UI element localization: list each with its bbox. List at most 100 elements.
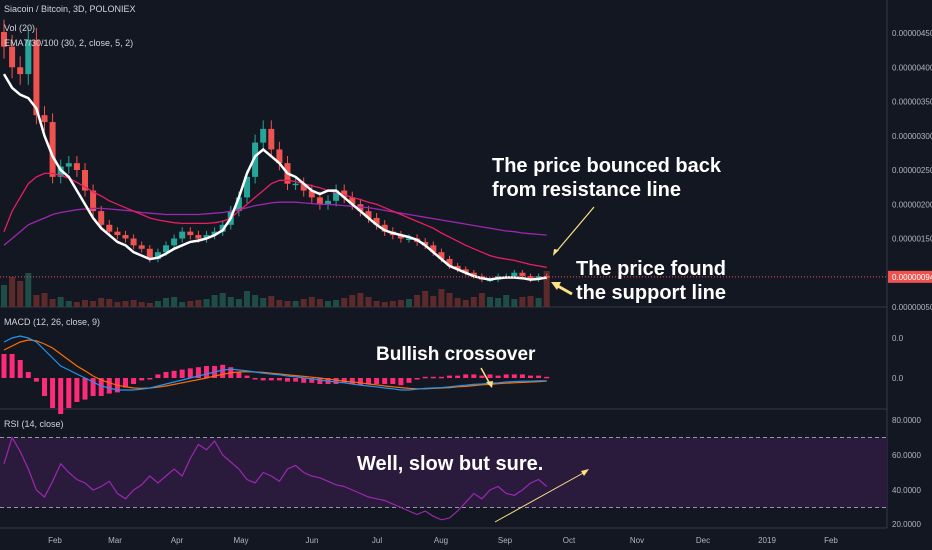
- macd-histogram-bar: [131, 378, 137, 384]
- volume-bar: [171, 297, 178, 307]
- price-tick-label: 0.00000400: [892, 63, 932, 72]
- macd-histogram-bar: [471, 374, 477, 378]
- macd-histogram-bar: [252, 378, 258, 380]
- volume-bar: [381, 302, 388, 307]
- candle-body: [527, 276, 534, 280]
- macd-histogram-bar: [50, 378, 56, 408]
- rsi-trend-arrowhead: [581, 469, 589, 476]
- macd-histogram-bar: [374, 378, 380, 384]
- candle-body: [122, 235, 129, 239]
- macd-histogram-bar: [25, 372, 31, 378]
- volume-bar: [438, 289, 445, 307]
- candle-body: [470, 272, 477, 277]
- annotation-crossover: Bullish crossover: [376, 344, 536, 365]
- candle-body: [106, 224, 113, 232]
- macd-histogram-bar: [244, 375, 250, 378]
- rsi-tick-label: 60.0000: [892, 451, 921, 460]
- macd-histogram-bar: [268, 378, 274, 381]
- macd-histogram-bar: [455, 375, 461, 378]
- volume-bar: [138, 302, 145, 307]
- volume-bar: [82, 300, 88, 307]
- candle-body: [308, 190, 315, 198]
- annotation-resistance-2: from resistance line: [492, 179, 681, 201]
- annotation-slow: Well, slow but sure.: [357, 453, 543, 475]
- macd-histogram-bar: [163, 372, 169, 378]
- time-tick-label: 2019: [758, 536, 776, 545]
- volume-bar: [389, 301, 396, 307]
- candle-body: [49, 122, 56, 177]
- last-price-label: 0.00000094: [892, 273, 932, 282]
- ema-slow-line: [3, 201, 547, 246]
- volume-bar: [187, 301, 194, 307]
- candle-body: [33, 39, 40, 116]
- volume-bar: [203, 299, 210, 307]
- rsi-tick-label: 20.0000: [892, 520, 921, 529]
- candle-body: [373, 217, 380, 225]
- annotation-resistance-1: The price bounced back: [492, 155, 722, 177]
- volume-bar: [406, 299, 412, 307]
- macd-tick-label: 0.0: [892, 334, 904, 343]
- volume-bar: [454, 298, 461, 307]
- volume-bar: [365, 297, 372, 307]
- candle-body: [333, 190, 340, 201]
- candle-body: [438, 252, 445, 260]
- candle-body: [341, 190, 348, 198]
- macd-histogram-bar: [430, 376, 436, 379]
- volume-bar: [276, 300, 283, 307]
- candle-body: [268, 128, 275, 150]
- candle-body: [65, 163, 72, 167]
- time-tick-label: Jun: [306, 536, 319, 545]
- volume-bar: [300, 299, 307, 307]
- price-tick-label: 0.00000200: [892, 200, 932, 209]
- candle-body: [316, 197, 323, 205]
- rsi-band: [0, 437, 887, 508]
- macd-histogram-bar: [98, 378, 104, 396]
- macd-histogram-bar: [139, 378, 145, 381]
- volume-bar: [487, 297, 493, 307]
- price-tick-label: 0.00000150: [892, 235, 932, 244]
- rsi-line: [3, 436, 548, 521]
- candle-body: [203, 235, 210, 239]
- candle-body: [90, 190, 97, 212]
- price-tick-label: 0.00000250: [892, 166, 932, 175]
- macd-histogram-bar: [333, 378, 339, 384]
- macd-histogram-bar: [9, 354, 15, 378]
- macd-histogram-bar: [195, 367, 201, 378]
- volume-bar: [244, 291, 250, 307]
- candle-body: [57, 166, 64, 177]
- candle-body: [130, 238, 137, 246]
- macd-histogram-bar: [147, 378, 153, 380]
- time-tick-label: Nov: [630, 536, 644, 545]
- volume-bars: [1, 271, 550, 307]
- volume-bar: [179, 302, 186, 307]
- macd-signal-line: [3, 339, 547, 390]
- volume-bar: [325, 301, 331, 307]
- resistance-arrow: [555, 206, 595, 253]
- volume-bar: [446, 293, 453, 307]
- support-arrowhead: [551, 282, 561, 290]
- volume-label: Vol (20): [4, 23, 35, 33]
- volume-bar: [130, 300, 137, 307]
- time-tick-label: May: [233, 536, 248, 545]
- macd-histogram-bar: [276, 378, 282, 381]
- candle-body: [138, 245, 145, 249]
- volume-bar: [1, 285, 7, 307]
- volume-bar: [260, 298, 267, 307]
- indicator-lines: [2, 73, 548, 521]
- macd-histogram-bar: [519, 374, 525, 378]
- volume-bar: [235, 299, 242, 307]
- candle-body: [454, 265, 461, 270]
- volume-bar: [33, 295, 40, 307]
- candle-body: [446, 259, 453, 266]
- rsi-tick-label: 80.0000: [892, 416, 921, 425]
- rsi-label: RSI (14, close): [4, 419, 64, 429]
- candle-body: [195, 235, 202, 239]
- macd-histogram-bar: [479, 375, 485, 378]
- macd-histogram-bar: [187, 368, 193, 378]
- price-tick-label: 0.00000450: [892, 29, 932, 38]
- macd-line: [3, 335, 547, 391]
- macd-histogram-bar: [503, 374, 509, 378]
- volume-bar: [252, 295, 259, 307]
- candle-body: [357, 204, 364, 212]
